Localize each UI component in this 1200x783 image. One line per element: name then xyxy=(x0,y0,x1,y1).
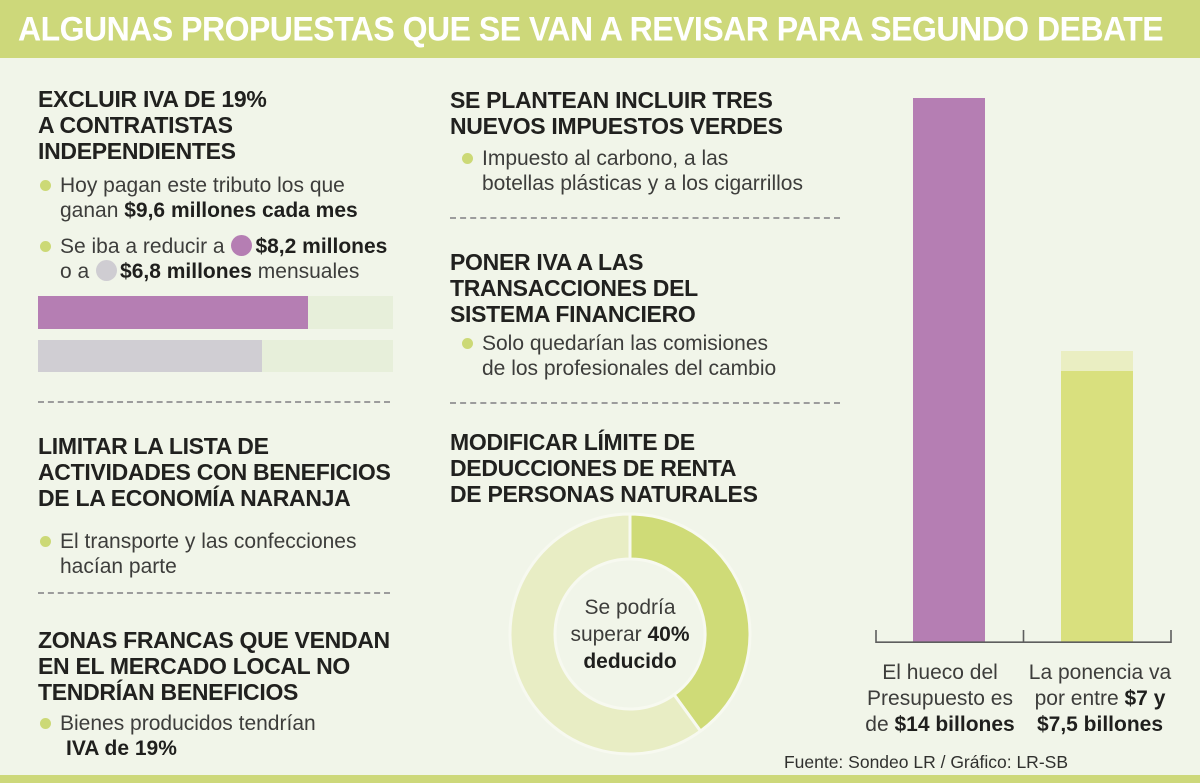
donut-center-text: Se podría superar 40% deducido xyxy=(505,509,755,759)
donut-slice-restante xyxy=(508,512,703,756)
title-line: MODIFICAR LÍMITE DE xyxy=(450,429,695,455)
title-line: DEDUCCIONES DE RENTA xyxy=(450,455,737,481)
title-line: SISTEMA FINANCIERO xyxy=(450,301,696,327)
bullet-line: IVA de 19% xyxy=(66,737,177,760)
donut-chart xyxy=(505,509,755,759)
donut-text-line: Se podría xyxy=(584,595,676,619)
title-line: ZONAS FRANCAS QUE VENDAN xyxy=(38,627,390,653)
section-title-transacciones-financieras: PONER IVA A LAS TRANSACCIONES DEL SISTEM… xyxy=(450,249,845,327)
bullet-line: Solo quedarían las comisiones xyxy=(482,332,769,355)
section-title-deducciones-renta: MODIFICAR LÍMITE DE DEDUCCIONES DE RENTA… xyxy=(450,429,845,507)
bullet-text: El transporte y las confecciones hacían … xyxy=(60,529,356,579)
hbar-fill-6-8-millones xyxy=(38,340,262,372)
donut-text-line: superar 40% xyxy=(570,622,690,646)
bullet-item: Solo quedarían las comisiones de los pro… xyxy=(460,331,845,381)
title-line: TENDRÍAN BENEFICIOS xyxy=(38,679,299,705)
column-label-ponencia: La ponencia va por entre $7 y $7,5 billo… xyxy=(1015,660,1185,738)
header-band: ALGUNAS PROPUESTAS QUE SE VAN A REVISAR … xyxy=(0,0,1200,58)
bullet-text: Impuesto al carbono, a las botellas plás… xyxy=(482,146,803,196)
bullet-line: hacían parte xyxy=(60,555,177,578)
bullet-text: Se iba a reducir a $8,2 millones o a $6,… xyxy=(60,234,387,284)
bullet-item: Se iba a reducir a $8,2 millones o a $6,… xyxy=(38,234,410,284)
bullet-line: botellas plásticas y a los cigarrillos xyxy=(482,172,803,195)
hbar-fill-8-2-millones xyxy=(38,296,308,329)
label-line: La ponencia va xyxy=(1028,661,1172,684)
bullet-item: Bienes producidos tendrían IVA de 19% xyxy=(38,711,410,761)
column-ponencia xyxy=(1061,370,1133,643)
dashed-divider xyxy=(450,402,840,404)
bullet-icon xyxy=(40,241,51,252)
bullet-text: Solo quedarían las comisiones de los pro… xyxy=(482,331,776,381)
title-line: EN EL MERCADO LOCAL NO xyxy=(38,653,351,679)
donut-chart-svg xyxy=(508,512,752,756)
column-presupuesto xyxy=(913,98,985,643)
bullet-line: Impuesto al carbono, a las xyxy=(482,147,729,170)
donut-slice-deducido xyxy=(628,512,752,733)
title-line: SE PLANTEAN INCLUIR TRES xyxy=(450,87,773,113)
bullet-line: Bienes producidos tendrían xyxy=(60,712,316,735)
title-line: DE LA ECONOMÍA NARANJA xyxy=(38,485,351,511)
x-axis-bracket xyxy=(875,630,1172,643)
bullet-line: de los profesionales del cambio xyxy=(482,357,777,380)
column-ponencia-range-cap xyxy=(1061,351,1133,371)
page-title: ALGUNAS PROPUESTAS QUE SE VAN A REVISAR … xyxy=(18,9,1164,48)
title-line: EXCLUIR IVA DE 19% xyxy=(38,86,267,112)
bullet-text: Bienes producidos tendrían IVA de 19% xyxy=(60,711,316,761)
bullet-line: Se iba a reducir a $8,2 millones xyxy=(60,235,388,258)
bullet-line: El transporte y las confecciones xyxy=(60,530,357,553)
bullet-icon xyxy=(462,338,473,349)
column-label-presupuesto: El hueco del Presupuesto es de $14 billo… xyxy=(855,660,1025,738)
title-line: PONER IVA A LAS xyxy=(450,249,644,275)
donut-text-line: deducido xyxy=(583,649,677,673)
bullet-icon xyxy=(40,180,51,191)
title-line: NUEVOS IMPUESTOS VERDES xyxy=(450,113,783,139)
hbar-track-8-2-millones xyxy=(38,296,393,329)
bullet-icon xyxy=(40,718,51,729)
title-line: LIMITAR LA LISTA DE xyxy=(38,433,269,459)
footer-band xyxy=(0,775,1200,783)
hbar-track-6-8-millones xyxy=(38,340,393,372)
title-line: INDEPENDIENTES xyxy=(38,138,236,164)
legend-dot-gray-icon xyxy=(96,260,118,281)
label-line: de $14 billones xyxy=(865,713,1015,736)
source-credit: Fuente: Sondeo LR / Gráfico: LR-SB xyxy=(783,752,1068,772)
label-line: El hueco del xyxy=(882,661,998,684)
label-line: Presupuesto es xyxy=(867,687,1013,710)
section-title-impuestos-verdes: SE PLANTEAN INCLUIR TRES NUEVOS IMPUESTO… xyxy=(450,87,845,139)
bullet-line: o a $6,8 millones mensuales xyxy=(60,260,360,283)
dashed-divider xyxy=(38,401,390,403)
title-line: ACTIVIDADES CON BENEFICIOS xyxy=(38,459,391,485)
dashed-divider xyxy=(38,592,390,594)
section-title-excluir-iva: EXCLUIR IVA DE 19% A CONTRATISTAS INDEPE… xyxy=(38,86,410,164)
title-line: A CONTRATISTAS xyxy=(38,112,233,138)
section-title-economia-naranja: LIMITAR LA LISTA DE ACTIVIDADES CON BENE… xyxy=(38,433,410,511)
section-title-zonas-francas: ZONAS FRANCAS QUE VENDAN EN EL MERCADO L… xyxy=(38,627,410,705)
bullet-item: Impuesto al carbono, a las botellas plás… xyxy=(460,146,845,196)
dashed-divider xyxy=(450,217,840,219)
bullet-icon xyxy=(462,153,473,164)
bullet-line: ganan $9,6 millones cada mes xyxy=(60,199,358,222)
label-line: por entre $7 y xyxy=(1034,687,1166,710)
bullet-item: El transporte y las confecciones hacían … xyxy=(38,529,410,579)
title-line: TRANSACCIONES DEL xyxy=(450,275,698,301)
label-line: $7,5 billones xyxy=(1036,713,1164,736)
bullet-item: Hoy pagan este tributo los que ganan $9,… xyxy=(38,173,410,223)
bullet-icon xyxy=(40,536,51,547)
bullet-text: Hoy pagan este tributo los que ganan $9,… xyxy=(60,173,358,223)
bullet-line: Hoy pagan este tributo los que xyxy=(60,174,345,197)
legend-dot-purple-icon xyxy=(231,235,253,256)
title-line: DE PERSONAS NATURALES xyxy=(450,481,758,507)
